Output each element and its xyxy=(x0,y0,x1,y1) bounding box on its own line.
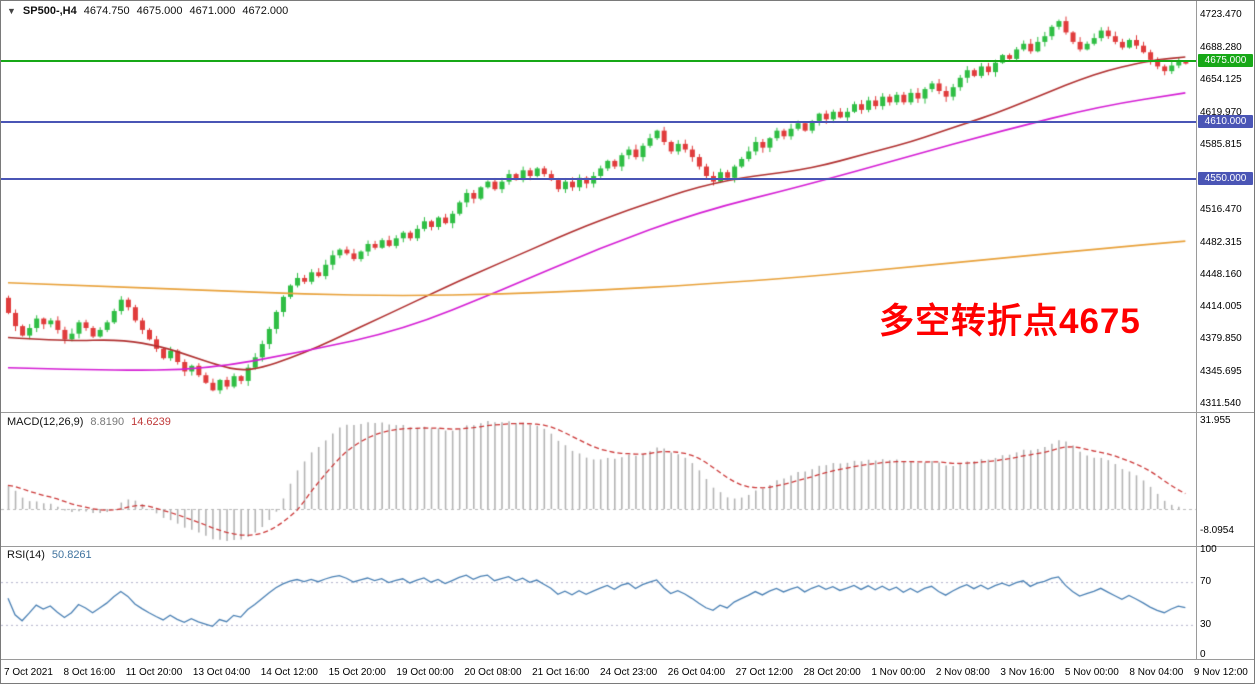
panel-separator-main-macd xyxy=(1,412,1254,413)
time-axis-label: 3 Nov 16:00 xyxy=(1000,667,1055,678)
ohlc-close: 4672.000 xyxy=(242,5,289,17)
time-axis-label: 28 Oct 20:00 xyxy=(803,667,861,678)
time-axis-label: 21 Oct 16:00 xyxy=(532,667,590,678)
time-axis-label: 13 Oct 04:00 xyxy=(192,667,251,678)
rsi-axis-label: 70 xyxy=(1200,576,1212,587)
symbol-info-bar: ▼ SP500-,H4 4674.750 4675.000 4671.000 4… xyxy=(7,5,288,17)
price-axis-label: 4654.125 xyxy=(1200,74,1242,86)
rsi-axis-label: 0 xyxy=(1200,649,1206,660)
price-tag: 4610.000 xyxy=(1198,115,1253,129)
price-axis-label: 4585.815 xyxy=(1200,138,1242,150)
time-axis-label: 8 Oct 16:00 xyxy=(63,667,116,678)
price-axis-label: 4448.160 xyxy=(1200,268,1242,280)
macd-axis-max: 31.955 xyxy=(1200,415,1231,426)
price-axis-separator xyxy=(1196,1,1197,659)
annotation-text[interactable]: 多空转折点4675 xyxy=(879,302,1141,341)
time-axis-label: 8 Nov 04:00 xyxy=(1129,667,1184,678)
macd-axis-min: -8.0954 xyxy=(1200,525,1234,536)
price-axis-label: 4688.280 xyxy=(1200,42,1242,54)
ohlc-low: 4671.000 xyxy=(189,5,236,17)
time-axis-label: 26 Oct 04:00 xyxy=(667,667,726,678)
time-axis-label: 19 Oct 00:00 xyxy=(396,667,454,678)
chart-symbol-icon: ▼ xyxy=(7,6,16,16)
price-axis-label: 4723.470 xyxy=(1200,9,1242,20)
macd-label: MACD(12,26,9) 8.8190 14.6239 xyxy=(7,416,171,428)
time-axis-label: 7 Oct 2021 xyxy=(4,667,53,678)
ohlc-high: 4675.000 xyxy=(136,5,183,17)
rsi-label: RSI(14) 50.8261 xyxy=(7,549,92,561)
price-axis-label: 4379.850 xyxy=(1200,333,1242,345)
price-axis-label: 4482.315 xyxy=(1200,236,1242,248)
panel-separator-macd-rsi xyxy=(1,546,1254,547)
horizontal-level-line[interactable] xyxy=(1,59,1196,62)
time-axis-label: 9 Nov 12:00 xyxy=(1193,667,1248,678)
horizontal-level-line[interactable] xyxy=(1,121,1196,124)
time-axis-label: 11 Oct 20:00 xyxy=(125,667,183,678)
price-axis-label: 4619.970 xyxy=(1200,106,1242,118)
time-axis-label: 1 Nov 00:00 xyxy=(871,667,926,678)
price-tag: 4550.000 xyxy=(1198,171,1253,185)
price-axis-label: 4414.005 xyxy=(1200,301,1242,313)
price-tag: 4675.000 xyxy=(1198,53,1253,67)
price-axis-label: 4345.695 xyxy=(1200,365,1242,377)
time-axis-label: 20 Oct 08:00 xyxy=(464,667,522,678)
time-axis-label: 24 Oct 23:00 xyxy=(599,667,658,678)
symbol-period: SP500-,H4 xyxy=(22,5,77,17)
price-axis-label: 4516.470 xyxy=(1200,204,1242,216)
time-axis-label: 15 Oct 20:00 xyxy=(328,667,386,678)
panel-separator-rsi-timeaxis xyxy=(1,659,1254,660)
ohlc-open: 4674.750 xyxy=(83,5,130,17)
time-axis-label: 27 Oct 12:00 xyxy=(735,667,793,678)
price-axis-label: 4311.540 xyxy=(1200,398,1241,409)
horizontal-level-line[interactable] xyxy=(1,177,1196,180)
time-axis-label: 14 Oct 12:00 xyxy=(260,667,318,678)
rsi-value: 50.8261 xyxy=(51,549,92,561)
time-axis-label: 5 Nov 00:00 xyxy=(1064,667,1119,678)
rsi-axis-label: 100 xyxy=(1200,544,1217,555)
rsi-name: RSI(14) xyxy=(7,549,45,561)
macd-main-value: 8.8190 xyxy=(90,416,125,428)
rsi-axis-label: 30 xyxy=(1200,619,1212,630)
macd-name: MACD(12,26,9) xyxy=(7,416,84,428)
macd-signal-value: 14.6239 xyxy=(131,416,171,428)
time-axis: 7 Oct 2021 8 Oct 16:00 11 Oct 20:00 13 Oct … xyxy=(1,660,1254,683)
time-axis-label: 2 Nov 08:00 xyxy=(935,667,990,678)
